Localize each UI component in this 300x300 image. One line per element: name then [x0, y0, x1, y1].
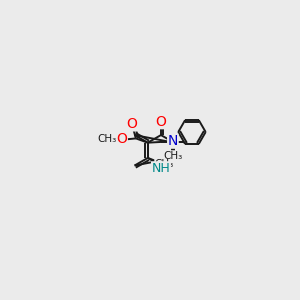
Text: O: O [155, 115, 167, 129]
Text: NH: NH [152, 162, 170, 175]
Text: O: O [127, 117, 137, 131]
Text: N: N [168, 134, 178, 148]
Text: CH₃: CH₃ [155, 160, 174, 170]
Text: CH₃: CH₃ [164, 151, 183, 161]
Text: CH₃: CH₃ [97, 134, 116, 144]
Text: O: O [116, 132, 127, 146]
